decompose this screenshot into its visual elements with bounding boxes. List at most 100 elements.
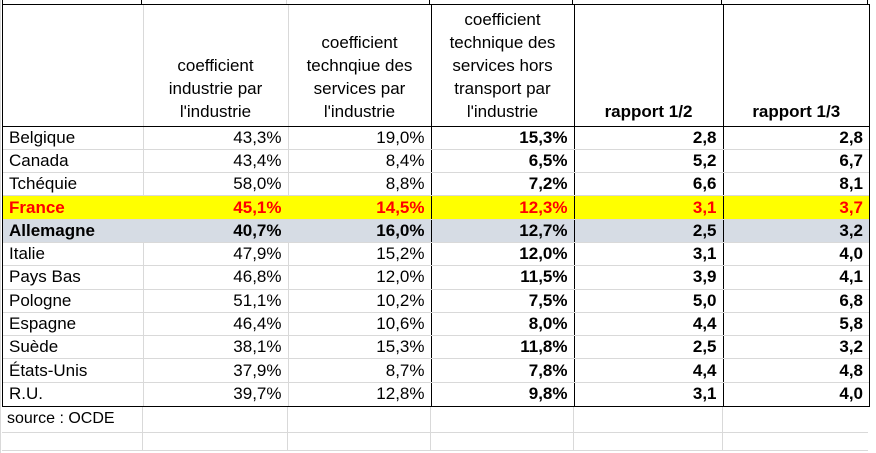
value-cell-coefficient-industrie[interactable]: 39,7% <box>143 382 289 406</box>
value-cell-coefficient-services-hors-transport[interactable]: 7,8% <box>431 358 575 383</box>
value-cell-coefficient-services-hors-transport[interactable]: 7,2% <box>431 172 575 197</box>
value-cell-rapport-1-3[interactable]: 3,7 <box>723 195 869 220</box>
value-cell-coefficient-industrie[interactable]: 37,9% <box>143 358 289 383</box>
value-cell-coefficient-services-hors-transport[interactable]: 8,0% <box>431 312 575 337</box>
value-cell-coefficient-services[interactable]: 16,0% <box>288 219 432 243</box>
grid-cell[interactable] <box>573 432 723 451</box>
value-cell-rapport-1-3[interactable]: 4,8 <box>723 358 869 383</box>
country-cell[interactable]: R.U. <box>3 382 144 406</box>
grid-cell[interactable] <box>142 432 288 451</box>
value-cell-coefficient-services[interactable]: 8,8% <box>288 172 432 197</box>
country-cell[interactable]: Suède <box>3 335 144 360</box>
grid-cell[interactable] <box>430 407 574 433</box>
value-cell-coefficient-services-hors-transport[interactable]: 11,8% <box>431 335 575 360</box>
value-cell-coefficient-industrie[interactable]: 40,7% <box>143 219 289 243</box>
grid-cell[interactable] <box>2 432 143 451</box>
country-cell[interactable]: France <box>3 195 144 220</box>
value-cell-rapport-1-2[interactable]: 5,0 <box>574 289 724 313</box>
grid-cell[interactable] <box>287 407 431 433</box>
value-cell-rapport-1-2[interactable]: 6,6 <box>574 172 724 197</box>
value-cell-coefficient-services-hors-transport[interactable]: 9,8% <box>431 382 575 406</box>
column-header-country[interactable] <box>3 5 144 127</box>
source-note[interactable]: source : OCDE <box>2 407 143 433</box>
value-cell-coefficient-services-hors-transport[interactable]: 12,3% <box>431 195 575 220</box>
grid-cell[interactable] <box>722 407 868 433</box>
value-cell-coefficient-services-hors-transport[interactable]: 12,0% <box>431 242 575 267</box>
country-cell[interactable]: Allemagne <box>3 219 144 243</box>
cropped-row-strip <box>2 0 868 4</box>
country-cell[interactable]: Italie <box>3 242 144 267</box>
country-cell[interactable]: Canada <box>3 149 144 174</box>
value-cell-rapport-1-3[interactable]: 4,0 <box>839 384 863 404</box>
value-cell-coefficient-services[interactable]: 10,6% <box>288 312 432 337</box>
value-cell-coefficient-services[interactable]: 8,4% <box>288 149 432 174</box>
value-cell-coefficient-services-hors-transport[interactable]: 12,7% <box>431 219 575 243</box>
grid-cell[interactable] <box>287 432 431 451</box>
value-cell-rapport-1-3[interactable]: 6,7 <box>723 149 869 174</box>
value-cell-coefficient-services[interactable]: 12,8% <box>288 382 432 406</box>
value-cell-coefficient-industrie[interactable]: 46,8% <box>143 265 289 290</box>
value-cell-coefficient-industrie[interactable]: 58,0% <box>143 172 289 197</box>
value-cell-rapport-1-3[interactable]: 6,8 <box>723 289 869 313</box>
value-cell-rapport-1-2[interactable]: 2,5 <box>574 219 724 243</box>
value-cell-coefficient-industrie[interactable]: 45,1% <box>143 195 289 220</box>
value-cell-rapport-1-3[interactable]: 5,8 <box>723 312 869 337</box>
value-cell-rapport-1-3[interactable]: 4,0 <box>723 242 869 267</box>
value-cell-rapport-1-3[interactable]: 3,2 <box>723 219 869 243</box>
value-cell-coefficient-industrie[interactable]: 38,1% <box>143 335 289 360</box>
value-cell-coefficient-services[interactable]: 8,7% <box>288 358 432 383</box>
value-cell-coefficient-services[interactable]: 15,3% <box>288 335 432 360</box>
country-cell[interactable]: Belgique <box>3 126 144 150</box>
value-cell-coefficient-services-hors-transport[interactable]: 11,5% <box>431 265 575 290</box>
table-row: Tchéquie 58,0% 8,8% 7,2% 6,6 8,1 <box>3 172 869 197</box>
value-cell-rapport-1-3[interactable]: 2,8 <box>723 126 869 150</box>
value-cell-rapport-1-2[interactable]: 3,1 <box>574 242 724 267</box>
value-cell-rapport-1-3[interactable]: 3,2 <box>723 335 869 360</box>
value-cell-rapport-1-2[interactable]: 2,5 <box>574 335 724 360</box>
value-cell-rapport-1-2[interactable]: 4,4 <box>574 358 724 383</box>
value-cell-coefficient-industrie[interactable]: 43,4% <box>143 149 289 174</box>
value-cell-coefficient-industrie[interactable]: 47,9% <box>143 242 289 267</box>
column-header-rapport-1-2[interactable]: rapport 1/2 <box>574 5 724 127</box>
column-header-coefficient-industrie[interactable]: coefficient industrie par l'industrie <box>143 5 289 127</box>
country-cell[interactable]: Tchéquie <box>3 172 144 197</box>
value-cell-coefficient-services[interactable]: 10,2% <box>288 289 432 313</box>
grid-cell[interactable] <box>573 407 723 433</box>
table-row: Suède 38,1% 15,3% 11,8% 2,5 3,2 <box>3 335 869 360</box>
value-cell-coefficient-services-hors-transport[interactable]: 7,5% <box>431 289 575 313</box>
column-header-coefficient-services[interactable]: coefficient technqiue des services par l… <box>288 5 432 127</box>
grid-cell[interactable] <box>722 432 868 451</box>
value-cell-rapport-1-3[interactable]: 4,1 <box>723 265 869 290</box>
value-cell-coefficient-services[interactable]: 14,5% <box>288 195 432 220</box>
grid-cell <box>3 0 142 4</box>
grid-cell[interactable] <box>142 407 288 433</box>
table-row: Allemagne 40,7% 16,0% 12,7% 2,5 3,2 <box>3 219 869 243</box>
value-cell-coefficient-services[interactable]: 12,0% <box>288 265 432 290</box>
value-cell-coefficient-services-hors-transport[interactable]: 6,5% <box>431 149 575 174</box>
value-cell-coefficient-industrie[interactable]: 46,4% <box>143 312 289 337</box>
value-cell-rapport-1-3[interactable]: 8,1 <box>723 172 869 197</box>
value-cell-coefficient-industrie[interactable]: 51,1% <box>143 289 289 313</box>
value-cell-coefficient-services[interactable]: 19,0% <box>288 126 432 150</box>
value-cell-rapport-1-2[interactable]: 5,2 <box>574 149 724 174</box>
grid-cell <box>722 0 868 4</box>
column-header-rapport-1-3[interactable]: rapport 1/3 <box>723 5 869 127</box>
country-cell[interactable]: Espagne <box>3 312 144 337</box>
value-cell-rapport-1-2[interactable]: 2,8 <box>574 126 724 150</box>
empty-row <box>2 432 868 451</box>
country-cell[interactable]: États-Unis <box>3 358 144 383</box>
value-cell-coefficient-services-hors-transport[interactable]: 15,3% <box>431 126 575 150</box>
column-header-coefficient-services-hors-transport[interactable]: coefficient technique des services hors … <box>431 5 575 127</box>
value-cell-coefficient-industrie[interactable]: 43,3% <box>143 126 289 150</box>
below-table-grid: source : OCDE <box>2 407 868 451</box>
value-cell-rapport-1-2[interactable]: 3,9 <box>574 265 724 290</box>
value-cell-rapport-1-2[interactable]: 3,1 <box>574 195 724 220</box>
value-cell-coefficient-services[interactable]: 15,2% <box>288 242 432 267</box>
country-cell[interactable]: Pologne <box>3 289 144 313</box>
value-cell-rapport-1-2[interactable]: 3,1 <box>574 382 724 406</box>
value-cell-rapport-1-2[interactable]: 4,4 <box>574 312 724 337</box>
country-cell[interactable]: Pays Bas <box>3 265 144 290</box>
grid-cell <box>430 0 573 4</box>
grid-cell[interactable] <box>430 432 574 451</box>
